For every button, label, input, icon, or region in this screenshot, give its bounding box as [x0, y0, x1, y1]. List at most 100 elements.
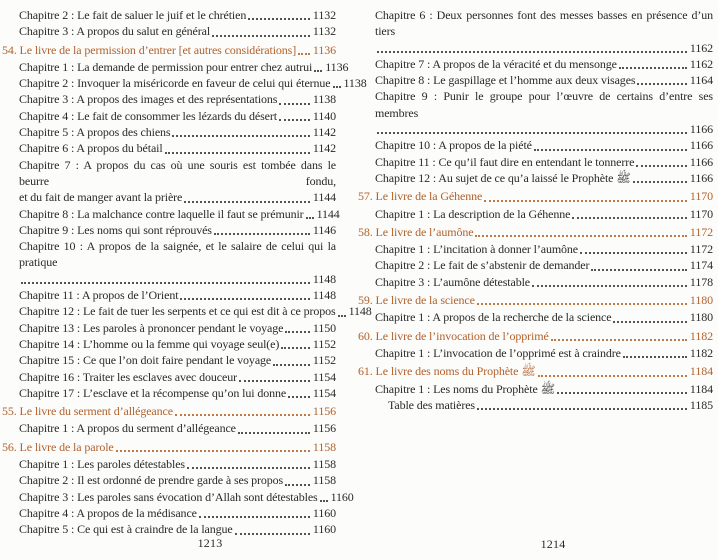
toc-chapter-entry: Chapitre 13 : Les paroles à prononcer pe…	[2, 320, 336, 336]
entry-page-number: 1142	[312, 125, 336, 140]
entry-page-number: 1156	[312, 404, 336, 419]
toc-entry-line: Chapitre 2 : Invoquer la miséricorde en …	[19, 75, 367, 91]
entry-page-number: 1132	[312, 24, 336, 39]
entry-page-number: 1158	[312, 473, 336, 488]
toc-entry-text: Chapitre 13 : Les paroles à prononcer pe…	[19, 320, 284, 335]
dotted-leader	[21, 271, 310, 285]
toc-entry-text: Chapitre 2 : Le fait de saluer le juif e…	[19, 8, 247, 22]
dotted-leader	[532, 274, 687, 288]
entry-page-number: 1182	[689, 345, 713, 360]
toc-entry-text: Chapitre 17 : L’esclave et la récompense…	[19, 385, 287, 400]
toc-entry-line: 54. Le livre de la permission d’entrer […	[2, 42, 336, 58]
toc-chapter-entry: Chapitre 16 : Traiter les esclaves avec …	[2, 369, 336, 385]
toc-entry-line: 1162	[375, 40, 713, 56]
toc-chapter-entry: Chapitre 1 : Les noms du Prophète ﷺ 1184	[358, 381, 713, 397]
toc-entry-line: 55. Le livre du serment d’allégeance 1156	[2, 403, 336, 419]
dotted-leader	[238, 369, 310, 382]
toc-chapter-entry: Chapitre 9 : Punir le groupe pour l’œuvr…	[358, 88, 713, 137]
toc-entry-line: 1166	[375, 121, 713, 137]
toc-page-left: Chapitre 2 : Le fait de saluer le juif e…	[2, 7, 372, 538]
toc-chapter-entry: Chapitre 1 : L’invocation de l’opprimé e…	[358, 345, 713, 361]
toc-entry-line: 59. Le livre de la science 1180	[358, 292, 713, 308]
dotted-leader	[278, 108, 310, 122]
entry-page-number: 1174	[689, 258, 713, 273]
toc-chapter-entry: Chapitre 5 : Ce qui est à craindre de la…	[2, 521, 336, 537]
toc-entry-line: Table des matières 1185	[388, 397, 713, 413]
dotted-leader	[213, 222, 310, 236]
dotted-leader	[580, 241, 687, 255]
toc-chapter-entry: Table des matières 1185	[358, 397, 713, 413]
toc-entry-text: 61. Le livre des noms du Prophète ﷺ	[358, 364, 536, 379]
toc-book-entry: 54. Le livre de la permission d’entrer […	[2, 42, 336, 58]
toc-entry-line: Chapitre 11 : A propos de l’Orient 1148	[19, 287, 336, 303]
entry-page-number: 1160	[330, 489, 354, 504]
toc-entry-line: Chapitre 12 : Le fait de tuer les serpen…	[19, 303, 372, 319]
toc-entry-text: 54. Le livre de la permission d’entrer […	[2, 42, 297, 57]
toc-chapter-entry: Chapitre 6 : A propos du bétail 1142	[2, 140, 336, 156]
entry-page-number: 1156	[312, 421, 336, 436]
dotted-leader	[332, 75, 341, 89]
toc-entry-text: 55. Le livre du serment d’allégeance	[2, 404, 173, 419]
toc-entry-line: Chapitre 4 : A propos de la médisance 116…	[19, 505, 336, 521]
entry-page-number: 1180	[689, 310, 713, 325]
toc-chapter-entry: Chapitre 8 : Le gaspillage et l’homme au…	[358, 72, 713, 88]
toc-entry-text: Chapitre 8 : Le gaspillage et l’homme au…	[375, 73, 636, 88]
dotted-leader	[198, 505, 310, 519]
dotted-leader	[237, 420, 310, 434]
toc-entry-line: Chapitre 4 : Le fait de consommer les lé…	[19, 108, 336, 124]
toc-entry-text: Chapitre 3 : L’aumône détestable	[375, 274, 531, 289]
toc-entry-text: Chapitre 15 : Ce que l’on doit faire pen…	[19, 353, 272, 368]
toc-chapter-entry: Chapitre 17 : L’esclave et la récompense…	[2, 385, 336, 401]
toc-entry-text: Chapitre 3 : A propos du salut en généra…	[19, 24, 211, 39]
toc-page-right: Chapitre 6 : Deux personnes font des mes…	[358, 7, 713, 413]
toc-entry-line: 61. Le livre des noms du Prophète ﷺ 1184	[358, 363, 713, 379]
entry-page-number: 1132	[312, 8, 336, 22]
entry-page-number: 1160	[312, 522, 336, 537]
dotted-leader	[234, 521, 310, 535]
toc-entry-line: Chapitre 1 : Les noms du Prophète ﷺ 1184	[375, 381, 713, 397]
dotted-leader	[622, 345, 687, 359]
toc-chapter-entry: Chapitre 7 : A propos de la véracité et …	[358, 56, 713, 72]
dotted-leader	[186, 456, 310, 470]
toc-chapter-entry: Chapitre 1 : Les paroles détestables 1158	[2, 456, 336, 472]
entry-page-number: 1152	[312, 336, 336, 351]
toc-entry-line: Chapitre 17 : L’esclave et la récompense…	[19, 385, 336, 401]
toc-entry-line: Chapitre 1 : Les paroles détestables 1158	[19, 456, 336, 472]
dotted-leader	[164, 140, 310, 154]
folio-left-page: 1213	[197, 536, 223, 550]
toc-entries-left: Chapitre 2 : Le fait de saluer le juif e…	[2, 7, 372, 538]
entry-page-number: 1154	[312, 369, 336, 384]
toc-entry-line: Chapitre 7 : A propos de la véracité et …	[375, 56, 713, 72]
entry-page-number: 1144	[312, 190, 336, 205]
toc-book-entry: 56. Le livre de la parole 1158	[2, 439, 336, 455]
dotted-leader	[305, 206, 314, 219]
toc-chapter-entry: Chapitre 1 : A propos du serment d’allég…	[2, 420, 336, 436]
dotted-leader	[172, 124, 310, 138]
toc-entry-line: Chapitre 5 : A propos des chiens 1142	[19, 124, 336, 140]
entry-page-number: 1138	[312, 92, 336, 107]
toc-entry-text: Chapitre 2 : Il est ordonné de prendre g…	[19, 473, 284, 488]
toc-entry-text: Chapitre 1 : A propos de la recherche de…	[375, 310, 612, 325]
entry-page-number: 1166	[689, 170, 713, 185]
toc-entry-line: Chapitre 15 : Ce que l’on doit faire pen…	[19, 352, 336, 368]
dotted-leader	[314, 59, 323, 73]
toc-entry-line: 1148	[19, 271, 336, 287]
toc-entry-text: Chapitre 1 : L’invocation de l’opprimé e…	[375, 345, 621, 360]
toc-book-entry: 57. Le livre de la Géhenne 1170	[358, 188, 713, 204]
toc-entry-text: Chapitre 5 : A propos des chiens	[19, 125, 171, 140]
toc-chapter-entry: Chapitre 6 : Deux personnes font des mes…	[358, 7, 713, 56]
entry-page-number: 1166	[689, 154, 713, 169]
entry-page-number: 1140	[312, 108, 336, 123]
toc-chapter-entry: Chapitre 3 : A propos des images et des …	[2, 91, 336, 107]
toc-entry-text: Chapitre 10 : A propos de la saignée, et…	[19, 239, 336, 270]
entry-page-number: 1170	[689, 206, 713, 221]
toc-entry-text: Chapitre 6 : A propos du bétail	[19, 141, 163, 156]
dotted-leader	[319, 489, 328, 502]
entry-page-number: 1150	[312, 320, 336, 335]
entry-page-number: 1170	[689, 189, 713, 204]
entry-page-number: 1144	[316, 206, 340, 221]
toc-entry-text: Chapitre 1 : La demande de permission po…	[19, 59, 313, 74]
dotted-leader	[484, 188, 687, 202]
dotted-leader	[557, 381, 687, 394]
